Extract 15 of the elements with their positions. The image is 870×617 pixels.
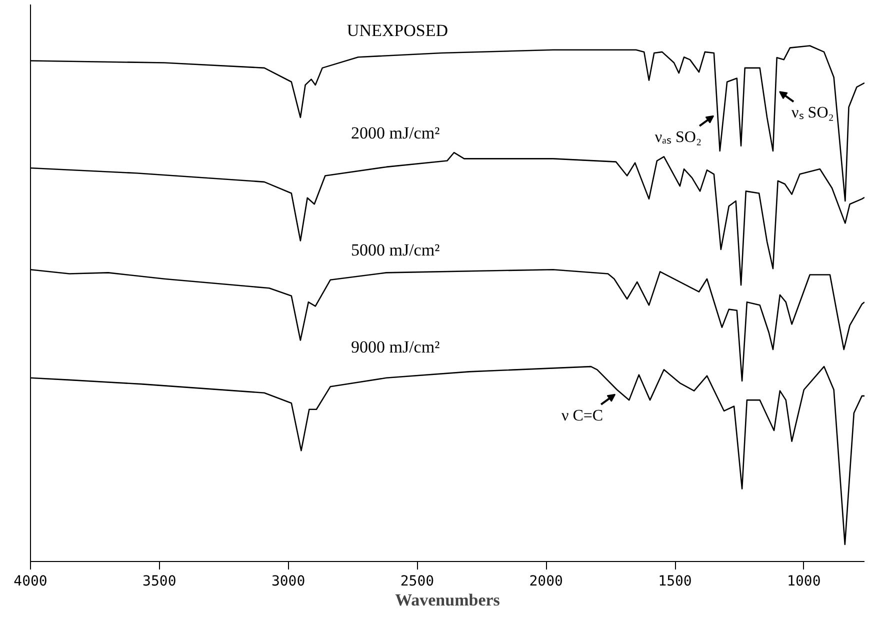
x-tick-label: 2500 bbox=[400, 574, 434, 590]
x-axis-title: Wavenumbers bbox=[395, 590, 500, 610]
x-tick-label: 2000 bbox=[529, 574, 563, 590]
x-tick-label: 4000 bbox=[14, 574, 48, 590]
series-label: 2000 mJ/cm² bbox=[350, 124, 440, 143]
annotation: ν C=C bbox=[561, 407, 604, 424]
x-tick-label: 3500 bbox=[142, 574, 176, 590]
series-label: UNEXPOSED bbox=[346, 20, 448, 40]
series-label: 9000 mJ/cm² bbox=[350, 338, 440, 357]
series-label: 5000 mJ/cm² bbox=[350, 240, 440, 260]
x-tick-label: 1500 bbox=[658, 574, 692, 590]
annotation: νₛ SO₂ bbox=[792, 104, 834, 122]
x-tick-label: 3000 bbox=[271, 574, 306, 590]
x-tick-label: 1000 bbox=[787, 574, 821, 590]
annotation: νₐₛ SO₂ bbox=[654, 128, 702, 146]
